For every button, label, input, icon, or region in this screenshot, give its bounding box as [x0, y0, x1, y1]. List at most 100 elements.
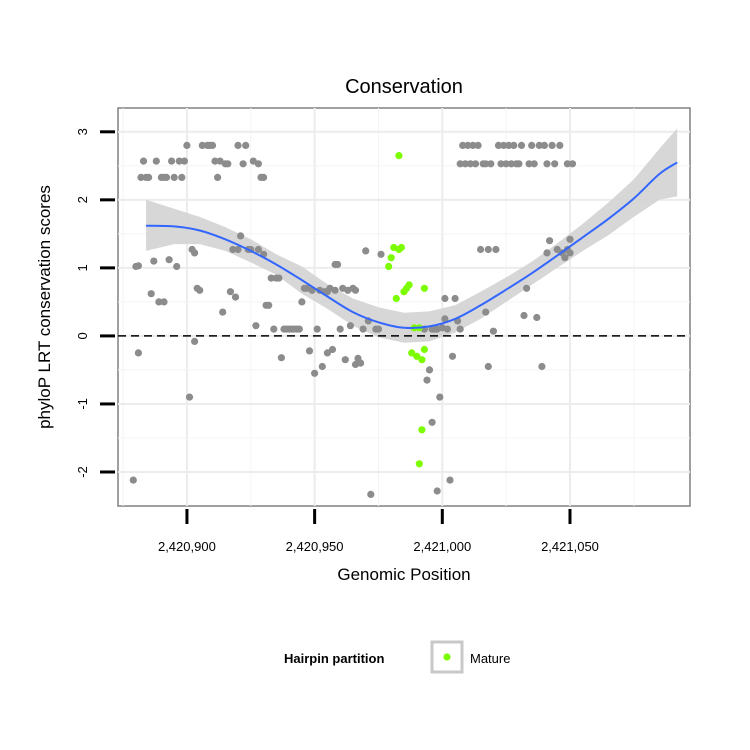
y-tick-label: -1: [75, 398, 90, 410]
y-tick-label: 3: [75, 128, 90, 135]
point-other: [231, 293, 240, 301]
point-other: [183, 141, 191, 149]
point-other: [134, 349, 142, 357]
point-other: [145, 173, 153, 181]
legend: Hairpin partition Mature: [284, 640, 510, 674]
point-other: [168, 157, 176, 165]
point-other: [277, 354, 285, 362]
point-other: [533, 313, 541, 322]
point-other: [229, 245, 237, 254]
point-other: [546, 237, 554, 245]
point-other: [448, 352, 457, 360]
point-other: [523, 284, 531, 292]
point-other: [198, 141, 206, 149]
point-mature: [397, 243, 405, 252]
point-other: [254, 245, 262, 254]
point-mature: [405, 281, 413, 289]
point-other: [543, 160, 551, 168]
point-other: [443, 325, 451, 333]
point-other: [254, 160, 262, 168]
smooth-line: [146, 161, 678, 330]
y-tick-label: 2: [75, 196, 90, 203]
point-other: [425, 366, 434, 374]
point-other: [224, 160, 232, 168]
point-other: [242, 141, 250, 149]
point-other: [477, 245, 485, 254]
y-tick-label: 0: [75, 332, 90, 339]
point-other: [568, 160, 577, 168]
point-other: [219, 308, 227, 316]
point-other: [461, 160, 469, 168]
point-mature: [413, 352, 421, 360]
point-other: [134, 262, 142, 270]
point-mature: [385, 262, 393, 271]
point-other: [469, 141, 477, 149]
ci-ribbon: [146, 128, 678, 343]
point-other: [129, 476, 137, 484]
point-other: [351, 286, 360, 294]
legend-key-dot: [443, 653, 451, 661]
point-other: [265, 301, 273, 309]
point-other: [494, 141, 503, 149]
point-other: [484, 245, 492, 254]
point-other: [423, 376, 431, 384]
point-mature: [420, 345, 428, 354]
point-other: [520, 311, 528, 320]
point-other: [139, 157, 148, 165]
point-other: [510, 141, 518, 149]
point-other: [561, 254, 569, 262]
point-other: [323, 349, 331, 357]
x-axis-label: Genomic Position: [337, 565, 470, 584]
point-other: [208, 141, 217, 149]
point-other: [566, 249, 574, 257]
point-other: [305, 347, 314, 355]
point-mature: [387, 254, 395, 262]
point-other: [500, 141, 508, 149]
point-other: [214, 173, 222, 181]
point-other: [525, 160, 533, 168]
plot-panel: [117, 107, 691, 507]
point-other: [196, 286, 204, 294]
point-other: [377, 250, 385, 258]
point-other: [341, 356, 349, 364]
point-other: [275, 274, 283, 282]
point-mature: [392, 294, 400, 303]
point-other: [563, 160, 572, 168]
point-other: [451, 294, 459, 303]
point-other: [252, 322, 260, 330]
point-other: [507, 160, 515, 168]
point-other: [328, 345, 337, 354]
point-other: [489, 327, 497, 335]
point-other: [295, 325, 303, 333]
point-other: [362, 247, 370, 255]
point-other: [239, 160, 247, 168]
point-other: [487, 160, 495, 168]
point-other: [331, 286, 339, 294]
x-tick-label: 2,420,950: [286, 539, 344, 554]
point-other: [226, 288, 234, 296]
point-other: [543, 249, 551, 257]
point-other: [191, 249, 199, 257]
point-other: [502, 160, 510, 168]
point-other: [165, 256, 173, 264]
point-other: [436, 393, 444, 401]
point-other: [260, 173, 268, 181]
point-other: [482, 160, 490, 168]
point-mature: [420, 284, 428, 292]
x-tick-label: 2,420,900: [158, 539, 216, 554]
x-tick-label: 2,421,000: [413, 539, 471, 554]
point-other: [346, 322, 354, 330]
points-layer: [129, 141, 577, 498]
point-mature: [408, 349, 416, 357]
point-other: [530, 160, 538, 168]
point-other: [162, 173, 171, 181]
point-other: [528, 141, 536, 149]
point-other: [160, 298, 168, 306]
point-other: [178, 173, 186, 181]
point-other: [359, 325, 367, 333]
point-other: [137, 173, 145, 181]
legend-entry-mature: Mature: [470, 651, 510, 666]
x-tick-label: 2,421,050: [541, 539, 599, 554]
point-other: [482, 308, 490, 316]
point-other: [441, 294, 449, 303]
